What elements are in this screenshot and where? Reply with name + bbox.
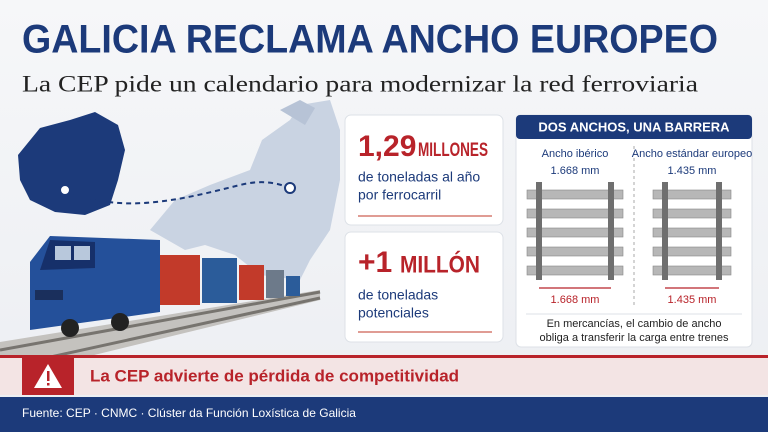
gauge-width: 1.668 mm bbox=[551, 165, 600, 177]
panel-note: obliga a transferir la carga entre trene… bbox=[540, 332, 729, 344]
sleeper bbox=[526, 246, 624, 257]
rail bbox=[536, 182, 542, 280]
alert-bar: La CEP advierte de pérdida de competitiv… bbox=[0, 355, 768, 395]
stat-card: 1,29 MILLONES de toneladas al año por fe… bbox=[344, 114, 504, 226]
sleeper bbox=[652, 208, 732, 219]
sleeper bbox=[652, 189, 732, 200]
panel-title: DOS ANCHOS, UNA BARRERA bbox=[538, 119, 730, 134]
stat-text: por ferrocarril bbox=[358, 187, 441, 203]
stat-text: potenciales bbox=[358, 305, 429, 321]
stat-card: +1 MILLÓN de toneladas potenciales bbox=[344, 231, 504, 343]
gauge-name: Ancho estándar europeo bbox=[632, 148, 752, 160]
alert-text: La CEP advierte de pérdida de competitiv… bbox=[90, 366, 459, 385]
sleeper bbox=[652, 246, 732, 257]
sleeper bbox=[526, 189, 624, 200]
gauge-name: Ancho ibérico bbox=[542, 148, 609, 160]
source: Fuente: CEP · CNMC · Clúster da Función … bbox=[22, 406, 356, 420]
stat-unit: MILLONES bbox=[418, 140, 488, 161]
sleeper bbox=[526, 265, 624, 276]
stat-text: de toneladas al año bbox=[358, 169, 480, 185]
sleeper bbox=[652, 265, 732, 276]
sleeper bbox=[526, 208, 624, 219]
stat-unit: MILLÓN bbox=[400, 250, 480, 278]
footer bbox=[0, 397, 768, 432]
rail bbox=[608, 182, 614, 280]
galicia bbox=[18, 112, 125, 215]
subtitle: La CEP pide un calendario para moderniza… bbox=[22, 71, 698, 96]
stat-text: de toneladas bbox=[358, 287, 438, 303]
stat-value: +1 bbox=[358, 246, 392, 279]
sleeper bbox=[526, 227, 624, 238]
rail bbox=[662, 182, 668, 280]
gauge-width: 1.435 mm bbox=[668, 165, 717, 177]
title: GALICIA RECLAMA ANCHO EUROPEO bbox=[22, 18, 718, 62]
gauge-measure: 1.668 mm bbox=[551, 294, 600, 306]
panel-note: En mercancías, el cambio de ancho bbox=[547, 318, 722, 330]
sleeper bbox=[652, 227, 732, 238]
map bbox=[18, 100, 340, 280]
gauge-panel: DOS ANCHOS, UNA BARRERA Ancho ibérico 1.6… bbox=[515, 114, 753, 348]
gauge-measure: 1.435 mm bbox=[668, 294, 717, 306]
rail bbox=[716, 182, 722, 280]
train bbox=[30, 236, 300, 337]
stat-value: 1,29 bbox=[358, 130, 416, 163]
